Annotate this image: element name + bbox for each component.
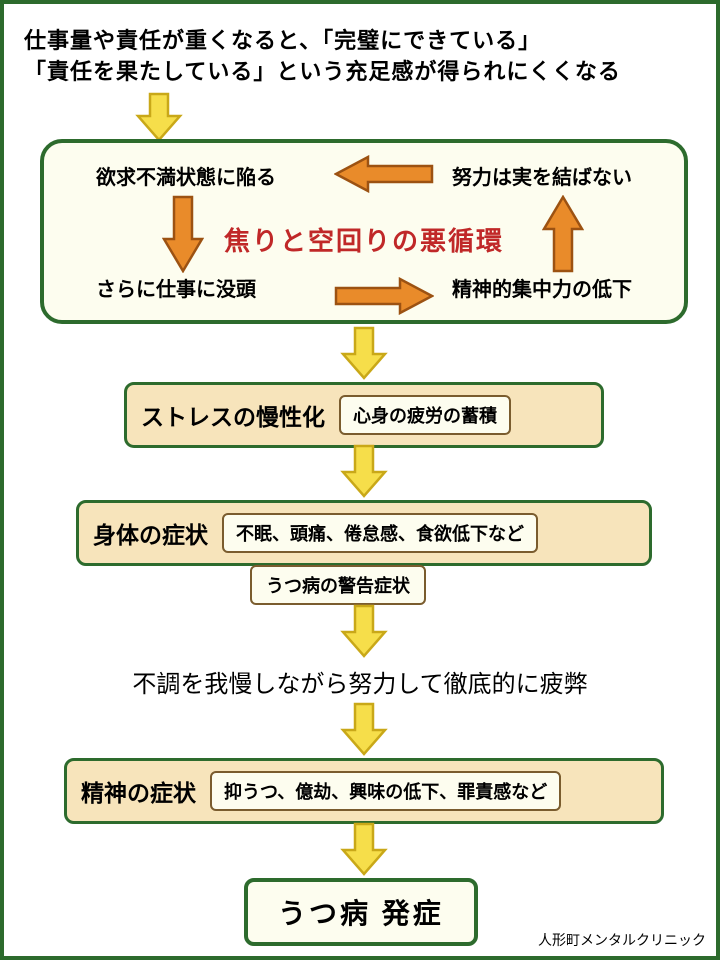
stage-body: 身体の症状 不眠、頭痛、倦怠感、食欲低下など [76, 500, 652, 566]
stage-mind-label: 精神の症状 [81, 774, 196, 808]
header-line1: 仕事量や責任が重くなると、「完璧にできている」 [24, 28, 541, 53]
stage-stress: ストレスの慢性化 心身の疲労の蓄積 [124, 382, 604, 448]
arrow-down-2 [339, 326, 389, 380]
stage-mind-sub: 抑うつ、億劫、興味の低下、罪責感など [210, 771, 561, 811]
cycle-arrow-left-down-icon [162, 195, 204, 273]
footer-credit: 人形町メンタルクリニック [538, 930, 706, 950]
cycle-bottom-right: 精神的集中力の低下 [452, 273, 632, 302]
stage-body-label: 身体の症状 [93, 516, 208, 550]
header-line2: 「責任を果たしている」という充足感が得られにくくなる [24, 59, 621, 84]
stage-stress-label: ストレスの慢性化 [141, 398, 325, 432]
stage-stress-sub: 心身の疲労の蓄積 [339, 395, 511, 435]
cycle-box: 欲求不満状態に陥る 努力は実を結ばない 焦りと空回りの悪循環 さらに仕事に没頭 … [40, 139, 688, 324]
cycle-arrow-bottom-right-icon [334, 277, 434, 315]
cycle-top-right: 努力は実を結ばない [452, 161, 632, 190]
arrow-down-3 [339, 444, 389, 498]
cycle-bottom-left: さらに仕事に没頭 [96, 273, 256, 302]
cycle-top-left: 欲求不満状態に陥る [96, 161, 276, 190]
cycle-arrow-right-up-icon [542, 195, 584, 273]
arrow-down-4 [339, 604, 389, 658]
cycle-arrow-top-left-icon [334, 155, 434, 193]
cycle-center-title: 焦りと空回りの悪循環 [44, 221, 684, 258]
stage-body-sub: 不眠、頭痛、倦怠感、食欲低下など [222, 513, 538, 553]
stage-mind: 精神の症状 抑うつ、億劫、興味の低下、罪責感など [64, 758, 664, 824]
arrow-down-5 [339, 702, 389, 756]
arrow-down-1 [134, 92, 184, 142]
final-box: うつ病 発症 [244, 878, 478, 946]
stage-body-warning: うつ病の警告症状 [250, 565, 426, 605]
plain-exhaustion-text: 不調を我慢しながら努力して徹底的に疲弊 [4, 664, 716, 699]
header-text: 仕事量や責任が重くなると、「完璧にできている」 「責任を果たしている」という充足… [24, 26, 696, 88]
arrow-down-6 [339, 822, 389, 876]
